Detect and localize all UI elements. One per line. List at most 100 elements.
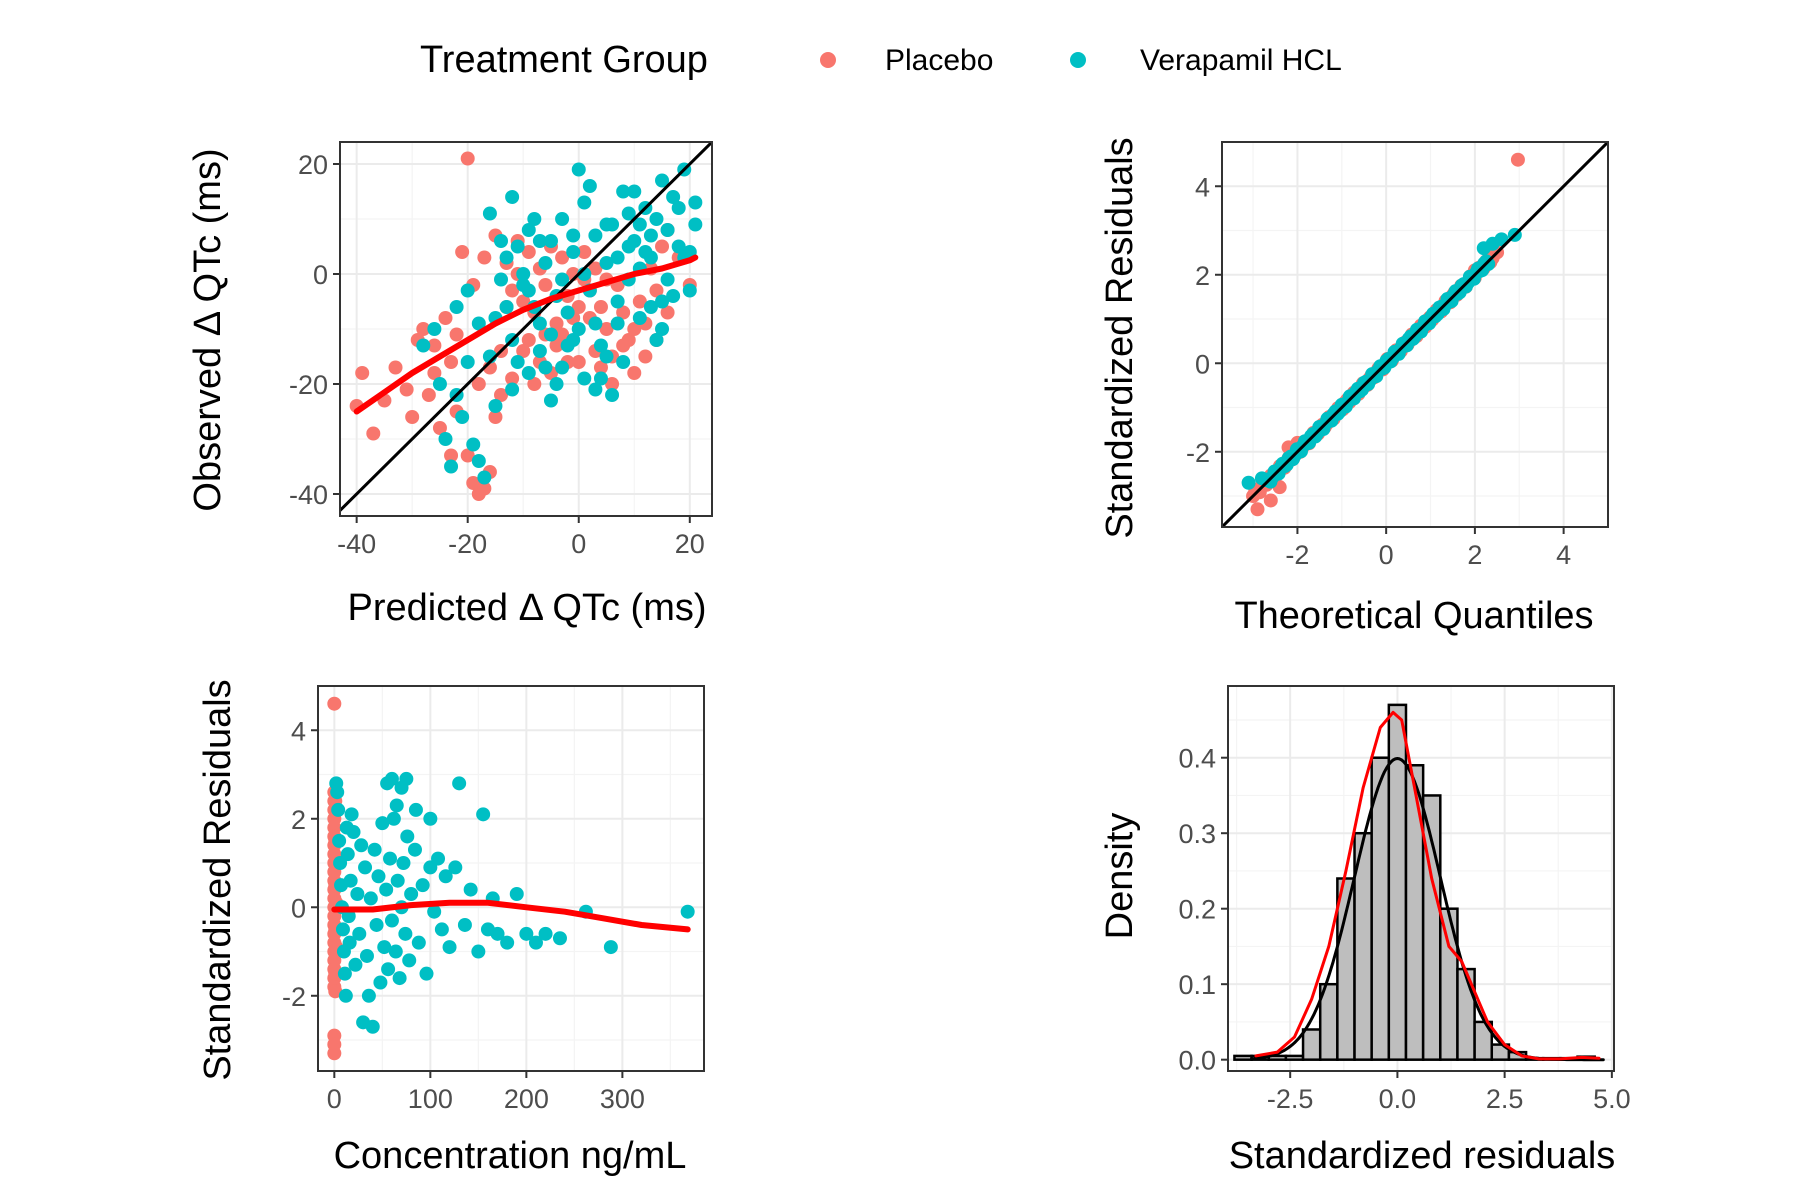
histogram-bar: [1301, 1028, 1322, 1061]
data-point: [415, 878, 430, 893]
panel-qq-plot: -2 0 2 4 -2 0 2 4: [1186, 141, 1609, 570]
data-point: [371, 869, 386, 884]
panel-border: [1221, 141, 1609, 528]
data-point: [655, 173, 670, 188]
data-point: [532, 316, 547, 331]
data-point: [398, 926, 413, 941]
data-point: [389, 798, 404, 813]
data-point: [386, 811, 401, 826]
legend-key-placebo: [820, 52, 836, 68]
data-point: [338, 988, 353, 1003]
data-point: [476, 807, 491, 822]
tick-label-y: -2: [282, 982, 306, 1012]
data-point: [505, 190, 520, 204]
data-point: [423, 811, 438, 826]
data-point: [384, 913, 399, 928]
data-point: [331, 802, 346, 817]
data-point: [610, 250, 625, 265]
data-point: [348, 957, 363, 972]
data-point: [442, 940, 457, 955]
tick-label-y: 0: [1195, 349, 1210, 379]
data-point: [416, 322, 431, 336]
data-point: [555, 327, 570, 342]
data-point: [390, 873, 405, 888]
data-point: [488, 399, 503, 413]
data-point: [499, 250, 514, 265]
data-point: [460, 355, 475, 369]
data-point: [404, 886, 419, 901]
legend-label-placebo: Placebo: [885, 44, 993, 77]
data-point: [342, 935, 357, 950]
data-point: [571, 300, 586, 314]
identity-line: [1222, 142, 1608, 527]
data-point: [588, 382, 603, 397]
data-point: [335, 922, 350, 937]
data-layer: [1233, 703, 1605, 1062]
data-point: [1263, 493, 1278, 508]
data-point: [444, 459, 459, 474]
tick-label-x: 0.0: [1379, 1084, 1417, 1114]
data-point: [549, 338, 564, 353]
smooth-curve: [353, 254, 699, 415]
data-point: [649, 333, 664, 347]
tick-label-x: 2.5: [1486, 1084, 1524, 1114]
data-point: [543, 393, 558, 408]
data-point: [593, 371, 608, 386]
panel-border: [317, 685, 705, 1072]
data-point: [593, 360, 608, 375]
tick-label-x: 4: [1556, 540, 1571, 570]
data-point: [643, 300, 658, 314]
data-point: [500, 935, 515, 950]
data-point: [421, 388, 436, 402]
data-point: [452, 776, 467, 791]
tick-label-y: 4: [291, 716, 306, 746]
data-point: [471, 377, 486, 391]
tick-label-x: -20: [448, 529, 487, 559]
data-point: [566, 228, 581, 243]
data-point: [555, 212, 570, 226]
tick-label-x: 20: [675, 529, 705, 559]
data-point: [449, 300, 464, 314]
data-point: [328, 966, 343, 981]
axes: -2 0 2 4 -2 0 2 4: [1186, 141, 1609, 570]
data-point: [1481, 256, 1496, 271]
data-point: [588, 228, 603, 243]
data-point: [621, 206, 636, 221]
data-point: [543, 234, 558, 248]
data-point: [552, 931, 567, 946]
data-point: [466, 476, 481, 490]
legend: Treatment Group Placebo Verapamil HCL: [420, 39, 1342, 81]
tick-label-x: 0: [1379, 540, 1394, 570]
axes: 0 100 200 300 -2 0 2 4: [282, 685, 705, 1114]
data-point: [682, 283, 697, 298]
data-point: [627, 322, 642, 336]
data-point: [660, 223, 675, 237]
data-point: [599, 256, 614, 270]
data-point: [431, 851, 446, 866]
tick-label-y: -20: [289, 370, 328, 400]
panel-residual-histogram: -2.5 0.0 2.5 5.0 0.0 0.1 0.2 0.3 0.4: [1178, 685, 1631, 1114]
data-point: [538, 278, 553, 292]
histogram-bar: [1404, 764, 1425, 1061]
data-point: [350, 886, 365, 901]
data-point: [532, 234, 547, 248]
data-point: [375, 816, 390, 831]
tick-label-y: 0.2: [1178, 895, 1216, 925]
data-point: [638, 349, 653, 364]
data-point: [427, 322, 442, 336]
data-point: [632, 311, 647, 325]
data-point: [516, 344, 531, 358]
data-point: [471, 316, 486, 331]
data-point: [510, 355, 525, 369]
histogram-bar: [1233, 1054, 1253, 1061]
data-point: [521, 223, 536, 237]
data-point: [369, 917, 384, 932]
tick-label-x: 2: [1467, 540, 1482, 570]
data-point: [432, 421, 447, 435]
data-point: [400, 829, 415, 844]
data-point: [407, 842, 422, 857]
panel-observed-vs-predicted: -40 -20 0 20 -40 -20 0 20: [289, 141, 713, 559]
data-point: [549, 377, 564, 391]
data-point: [352, 926, 367, 941]
data-point: [688, 217, 703, 232]
